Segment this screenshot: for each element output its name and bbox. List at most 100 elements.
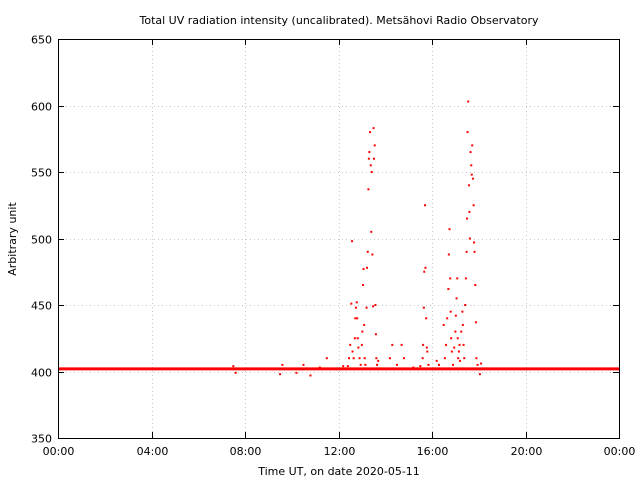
data-point <box>318 366 321 369</box>
data-point <box>478 373 481 376</box>
data-point <box>352 357 355 360</box>
data-point <box>357 346 360 349</box>
data-point <box>455 297 458 300</box>
data-point <box>342 365 345 368</box>
y-tick-label: 600 <box>31 101 52 114</box>
data-point <box>426 350 429 353</box>
data-point <box>412 366 415 369</box>
data-point <box>450 350 453 353</box>
data-point <box>438 363 441 366</box>
data-point <box>448 228 451 231</box>
data-point <box>356 337 359 340</box>
data-point <box>454 314 457 317</box>
data-point <box>279 373 282 376</box>
data-point <box>354 317 357 320</box>
data-point <box>474 321 477 324</box>
x-tick-label: 00:00 <box>43 445 75 458</box>
data-point <box>372 305 375 308</box>
x-axis-label: Time UT, on date 2020-05-11 <box>257 465 420 478</box>
data-point <box>234 371 237 374</box>
x-tick-labels: 00:00 04:00 08:00 12:00 16:00 20:00 00:00 <box>43 445 636 458</box>
chart-title: Total UV radiation intensity (uncalibrat… <box>139 14 539 27</box>
data-point <box>374 304 377 306</box>
data-point <box>373 157 376 160</box>
data-point <box>443 357 446 360</box>
data-point <box>400 343 403 346</box>
data-point <box>424 266 427 269</box>
data-point <box>419 365 422 368</box>
data-point <box>466 131 469 134</box>
data-point <box>355 306 358 309</box>
data-point <box>473 241 476 244</box>
data-point <box>362 284 365 287</box>
data-point <box>457 350 460 353</box>
data-point <box>459 359 462 362</box>
data-point <box>467 184 470 187</box>
data-point <box>472 204 475 207</box>
data-point <box>360 343 363 346</box>
y-tick-label: 550 <box>31 167 52 180</box>
data-point <box>366 266 369 269</box>
data-point <box>369 131 372 134</box>
data-point <box>359 363 362 366</box>
data-point <box>370 171 373 173</box>
x-tick-label: 12:00 <box>324 445 356 458</box>
y-tick-labels: 350 400 450 500 550 600 650 <box>31 34 52 446</box>
data-point <box>463 367 466 370</box>
axis-ticks <box>58 39 620 439</box>
data-point <box>447 288 450 291</box>
data-point <box>462 343 465 346</box>
data-point <box>367 157 370 160</box>
data-point <box>361 330 364 333</box>
data-point <box>395 363 398 366</box>
data-point <box>470 164 473 167</box>
data-point <box>373 144 376 147</box>
data-point <box>351 350 354 353</box>
data-point <box>232 365 235 368</box>
data-point <box>421 357 424 360</box>
data-point <box>295 371 298 374</box>
data-point <box>422 306 425 309</box>
data-point <box>470 173 473 176</box>
data-point <box>422 343 425 346</box>
data-point <box>348 357 351 360</box>
data-point <box>468 210 471 213</box>
data-point <box>423 270 426 273</box>
data-point <box>456 337 459 340</box>
data-point <box>375 357 378 360</box>
data-point <box>449 277 452 280</box>
data-point <box>346 365 349 368</box>
data-point <box>355 301 358 304</box>
data-point <box>466 217 469 220</box>
y-tick-label: 400 <box>31 367 52 380</box>
data-point <box>456 277 459 280</box>
data-point <box>372 127 375 130</box>
x-tick-label: 16:00 <box>417 445 449 458</box>
data-point <box>349 343 352 346</box>
data-point <box>464 277 467 280</box>
data-point <box>362 268 365 271</box>
data-point <box>464 304 467 306</box>
y-tick-label: 350 <box>31 433 52 446</box>
data-point <box>369 164 372 167</box>
data-point <box>447 253 450 256</box>
data-point <box>454 330 457 333</box>
data-point <box>465 250 468 253</box>
data-point <box>366 250 369 253</box>
data-point <box>463 357 466 360</box>
data-point <box>427 363 430 366</box>
data-point <box>353 337 356 340</box>
data-point <box>453 346 456 349</box>
data-point <box>368 151 371 154</box>
y-tick-label: 450 <box>31 300 52 313</box>
x-tick-label: 20:00 <box>511 445 543 458</box>
data-point <box>302 363 305 366</box>
data-point <box>325 357 328 360</box>
data-point <box>358 357 361 360</box>
data-point <box>435 359 438 362</box>
data-point <box>391 343 394 346</box>
y-tick-label: 500 <box>31 234 52 247</box>
data-point <box>474 284 477 287</box>
data-point <box>374 333 377 336</box>
